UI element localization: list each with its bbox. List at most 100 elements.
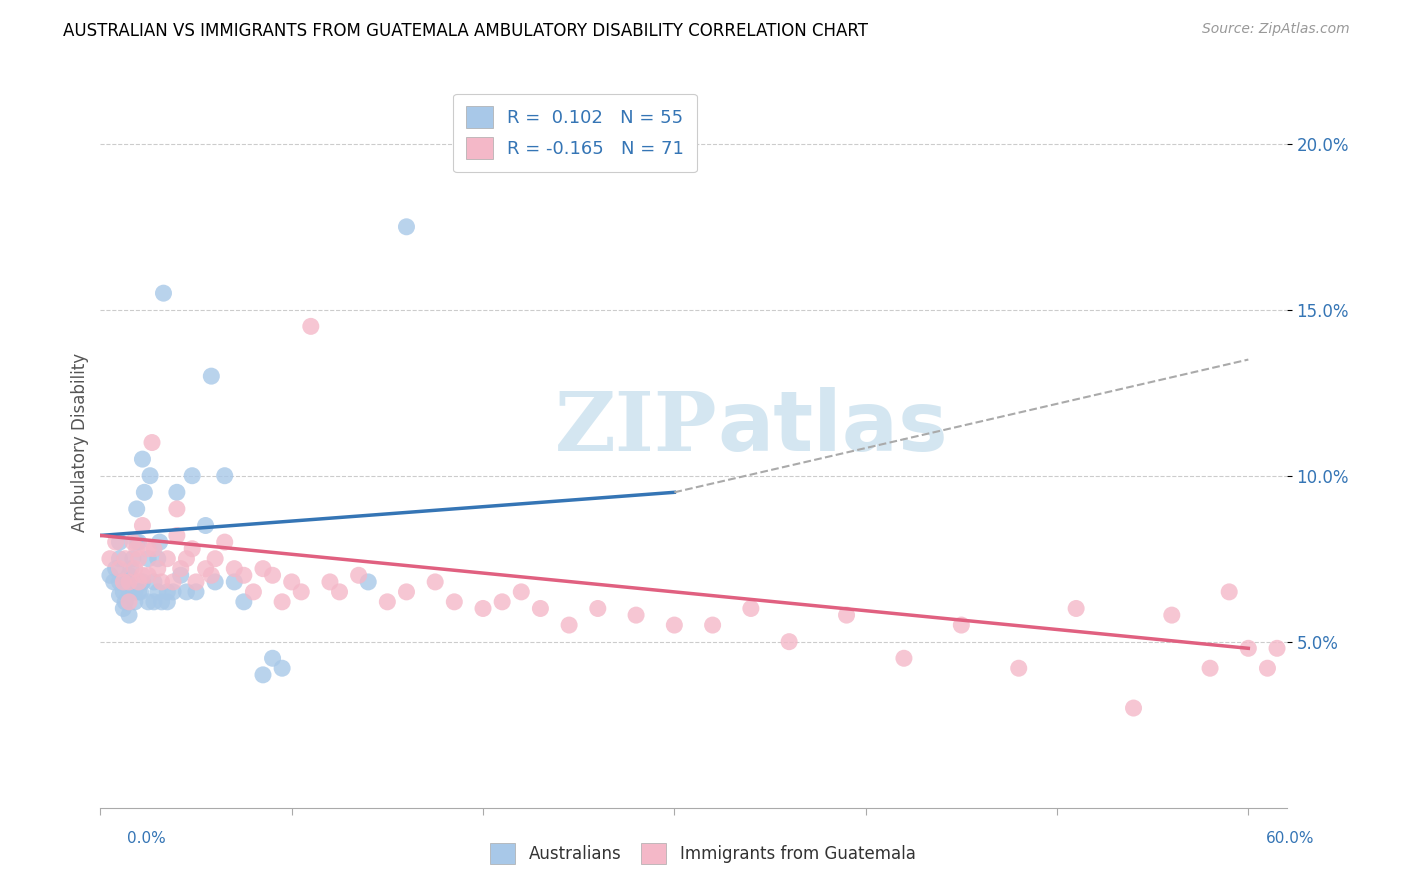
Point [271, 595, 294, 609]
Point [271, 661, 294, 675]
Point [114, 595, 136, 609]
Point [664, 618, 686, 632]
Point [170, 568, 193, 582]
Point [1064, 601, 1087, 615]
Point [128, 551, 150, 566]
Point [510, 585, 533, 599]
Point [347, 568, 370, 582]
Point [395, 585, 418, 599]
Point [1122, 701, 1144, 715]
Point [136, 541, 159, 556]
Point [131, 452, 153, 467]
Point [232, 568, 254, 582]
Text: AUSTRALIAN VS IMMIGRANTS FROM GUATEMALA AMBULATORY DISABILITY CORRELATION CHART: AUSTRALIAN VS IMMIGRANTS FROM GUATEMALA … [63, 22, 869, 40]
Point [104, 561, 127, 575]
Point [108, 535, 131, 549]
Point [128, 585, 150, 599]
Point [1199, 661, 1222, 675]
Point [443, 595, 465, 609]
Point [124, 595, 146, 609]
Point [125, 541, 148, 556]
Point [232, 595, 254, 609]
Text: ZIP: ZIP [554, 388, 717, 468]
Point [1008, 661, 1031, 675]
Point [118, 595, 141, 609]
Point [156, 585, 179, 599]
Point [1160, 608, 1182, 623]
Point [200, 369, 222, 384]
Point [204, 551, 226, 566]
Point [252, 668, 274, 682]
Point [224, 574, 246, 589]
Point [194, 561, 217, 575]
Point [112, 601, 135, 615]
Point [146, 561, 169, 575]
Point [357, 574, 380, 589]
Point [242, 585, 264, 599]
Point [1265, 641, 1288, 656]
Point [472, 601, 495, 615]
Point [149, 535, 172, 549]
Point [558, 618, 581, 632]
Point [104, 535, 127, 549]
Point [166, 502, 188, 516]
Text: 60.0%: 60.0% [1267, 831, 1315, 846]
Point [108, 574, 131, 589]
Point [146, 585, 169, 599]
Point [194, 518, 217, 533]
Point [1218, 585, 1240, 599]
Point [586, 601, 609, 615]
Point [204, 574, 226, 589]
Point [224, 561, 246, 575]
Point [120, 561, 142, 575]
Point [1237, 641, 1260, 656]
Point [128, 535, 150, 549]
Text: atlas: atlas [717, 387, 948, 468]
Point [146, 551, 169, 566]
Point [176, 585, 198, 599]
Point [702, 618, 724, 632]
Point [129, 585, 152, 599]
Point [131, 574, 153, 589]
Point [181, 541, 204, 556]
Point [491, 595, 513, 609]
Point [1256, 661, 1278, 675]
Point [624, 608, 647, 623]
Point [529, 601, 551, 615]
Point [425, 574, 447, 589]
Point [299, 319, 322, 334]
Point [162, 574, 184, 589]
Point [778, 634, 800, 648]
Point [118, 574, 141, 589]
Point [170, 561, 193, 575]
Point [118, 568, 141, 582]
Point [136, 568, 159, 582]
Point [98, 551, 121, 566]
Point [184, 574, 207, 589]
Point [98, 568, 121, 582]
Point [166, 485, 188, 500]
Point [150, 574, 173, 589]
Point [131, 518, 153, 533]
Point [214, 468, 236, 483]
Point [142, 541, 165, 556]
Point [141, 435, 163, 450]
Point [142, 595, 165, 609]
Point [112, 585, 135, 599]
Legend: R =  0.102   N = 55, R = -0.165   N = 71: R = 0.102 N = 55, R = -0.165 N = 71 [453, 94, 697, 172]
Point [328, 585, 350, 599]
Point [740, 601, 762, 615]
Point [375, 595, 398, 609]
Point [214, 535, 236, 549]
Point [162, 585, 184, 599]
Point [893, 651, 915, 665]
Point [124, 585, 146, 599]
Point [150, 595, 173, 609]
Point [118, 585, 141, 599]
Point [108, 588, 131, 602]
Point [122, 535, 145, 549]
Legend: Australians, Immigrants from Guatemala: Australians, Immigrants from Guatemala [484, 837, 922, 871]
Point [156, 595, 179, 609]
Point [280, 574, 302, 589]
Point [184, 585, 207, 599]
